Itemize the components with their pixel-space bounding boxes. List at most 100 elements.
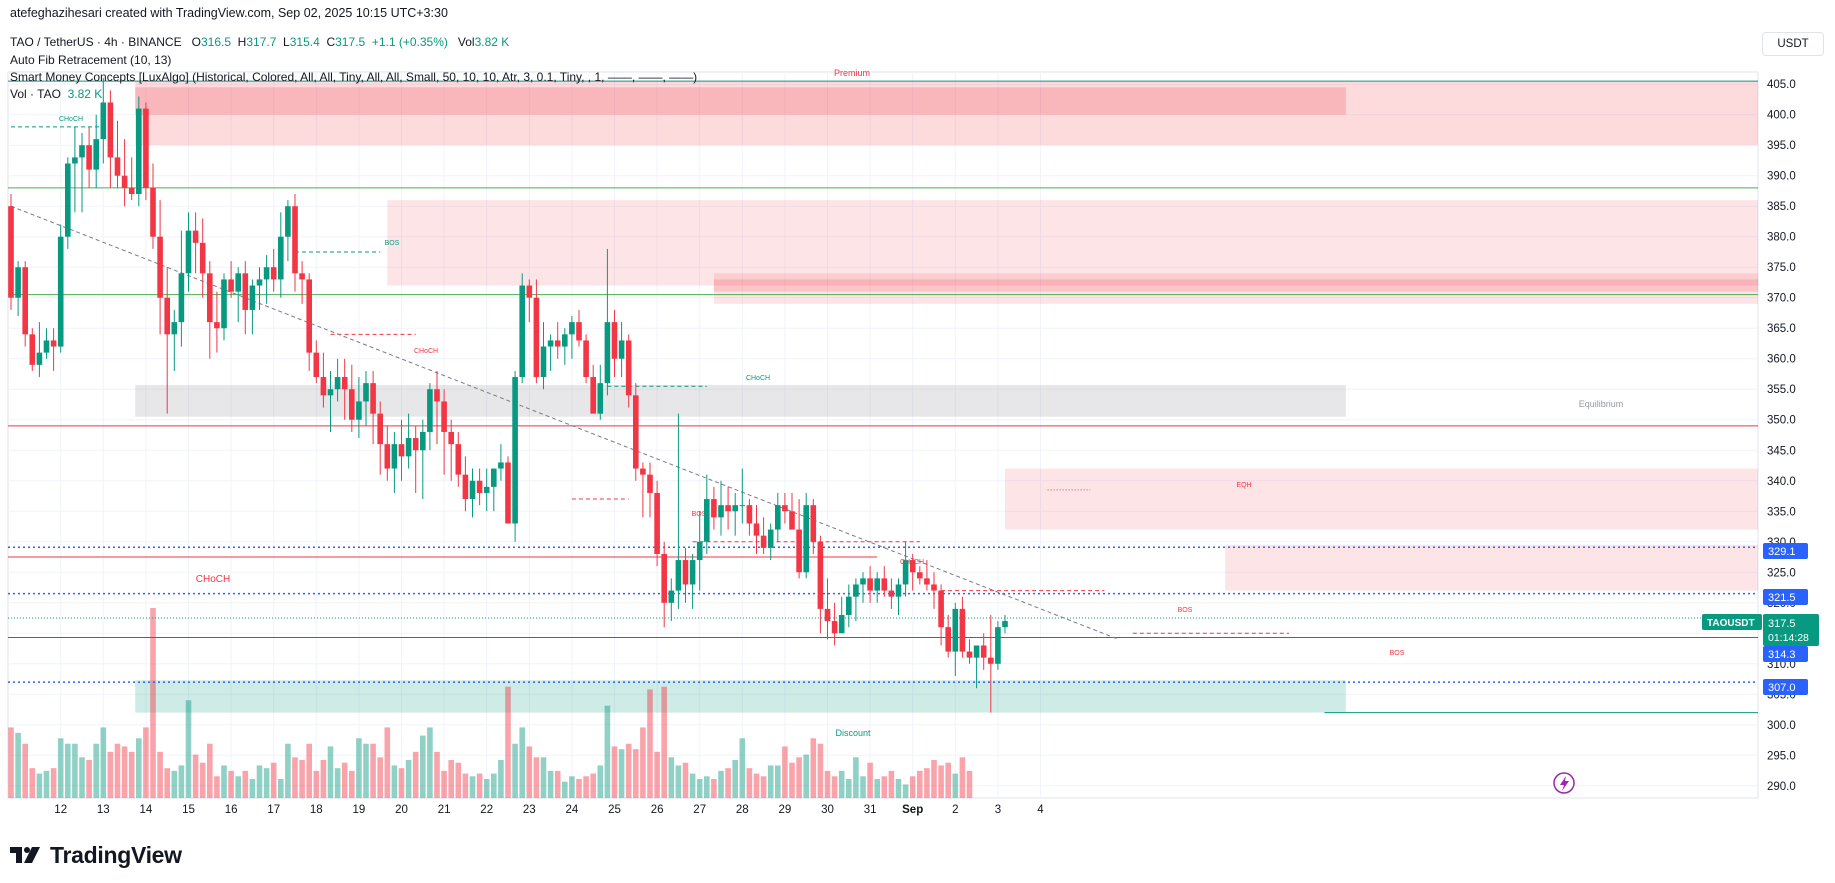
candle-body [221,279,227,329]
supply-zone-3 [713,279,1758,292]
volume-bar [860,776,866,798]
volume-bar [8,727,14,798]
candle-body [824,608,831,622]
close-label: C [326,35,336,49]
candle-body [874,578,880,591]
volume-bar [796,757,802,798]
candle-body [434,389,440,402]
candle-body [207,273,213,323]
y-tick-label: 290.0 [1767,781,1796,793]
open-label: O [191,35,201,49]
candle-body [121,175,128,188]
time-axis[interactable]: 12 13 14 15 16 17 18 19 20 21 22 23 24 25 26 27 28 29 30 31… [54,804,1044,816]
candle-body [86,145,92,170]
level-329-text: 329.1 [1768,546,1796,558]
volume-bar [36,773,43,798]
candle-body [263,267,270,280]
plot-frame [7,71,1759,799]
candle-body [412,438,419,451]
candle-body [803,505,809,573]
volume-bar [803,754,809,798]
candle-body [618,340,625,359]
candle-body [469,480,476,500]
volume-bar [420,735,426,798]
volume-bar [86,760,92,798]
volume-bar [569,776,575,798]
candle-body [767,529,774,548]
x-tick-label: 27 [693,804,706,816]
volume-bar [405,760,412,798]
level-314-text: 314.3 [1768,649,1796,661]
candle-body [235,273,241,292]
choch-big-label: CHoCH [196,574,230,585]
candle-body [973,645,980,658]
candle-body [675,560,682,591]
y-tick-label: 395.0 [1767,140,1796,152]
candle-body [72,157,78,164]
candle-body [249,285,256,310]
candle-body [107,102,114,158]
volume-bar [888,770,895,798]
volume-bar [178,765,185,798]
x-tick-label: 17 [267,804,280,816]
candle-body [945,627,951,652]
y-tick-label: 405.0 [1767,79,1796,91]
volume-bar [157,751,163,798]
price-tags: 329.1 321.5 TAOUSDT 317.5 01:14:28 314.3… [1702,543,1819,695]
x-tick-label: 13 [97,804,110,816]
y-tick-label: 340.0 [1767,476,1796,488]
volume-bar [150,608,156,798]
candle-body [57,236,64,347]
close-value: 317.5 [335,35,366,49]
bos-label-2: BOS [692,511,707,518]
currency-button[interactable]: USDT [1762,32,1824,56]
volume-bar [824,770,831,798]
bos-label-4: BOS [1390,650,1405,657]
indicator-smc[interactable]: Smart Money Concepts [LuxAlgo] (Historic… [10,70,698,84]
x-tick-label: 29 [779,804,792,816]
symbol-legend: TAO / TetherUS · 4h · BINANCE O316.5 H31… [10,35,509,49]
indicator-fib[interactable]: Auto Fib Retracement (10, 13) [10,53,172,67]
y-tick-label: 385.0 [1767,201,1796,213]
volume-bar [597,765,604,798]
candle-body [966,651,973,658]
indicator-volume[interactable]: Vol · TAO 3.82 K [10,87,102,101]
candle-body [902,560,909,585]
discount-zone [135,680,1346,713]
tradingview-logo[interactable]: TradingView [10,840,182,870]
volume-bar [214,776,220,798]
x-tick-label: 16 [225,804,238,816]
candle-body [483,486,490,493]
y-tick-label: 390.0 [1767,171,1796,183]
annotation-labels: Premium Equilibrium Discount CHoCH CHoCH… [59,68,1623,738]
volume-bar [278,779,284,798]
volume-bar [902,784,909,798]
level-321-tag [1763,589,1808,605]
volume-bar [931,760,937,798]
lightning-icon[interactable] [1553,772,1575,794]
level-314-tag [1763,646,1808,662]
candle-body [356,401,362,420]
candle-body [8,206,14,298]
y-tick-label: 325.0 [1767,567,1796,579]
candle-body [327,389,334,396]
volume-bar [675,765,682,798]
volume-bar [199,762,206,798]
candle-body [718,505,724,518]
volume-bar [370,743,376,798]
volume-bar [349,770,355,798]
volume-bar [391,765,398,798]
indicator-vol-value: 3.82 K [67,87,103,101]
y-tick-label: 360.0 [1767,354,1796,366]
candle-body [29,334,36,365]
symbol-name[interactable]: TAO / TetherUS · 4h · BINANCE [10,35,182,49]
candle-body [292,206,298,274]
candle-body [540,346,547,378]
volume-bar [185,700,192,798]
candle-body [760,535,767,548]
x-tick-label: 14 [140,804,153,816]
candle-body [746,505,753,524]
candle-body [100,102,107,140]
high-label: H [237,35,247,49]
